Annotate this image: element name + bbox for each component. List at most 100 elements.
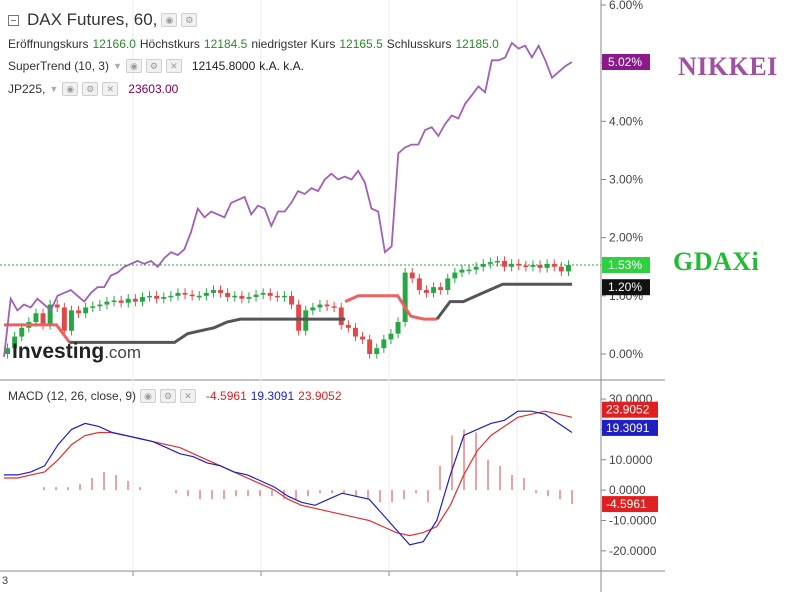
value-badge: [602, 257, 650, 274]
dax-candle-body: [154, 295, 160, 299]
price-axis-label: 4.00%: [609, 114, 643, 128]
dax-candle-body: [416, 278, 422, 291]
ohlc-low-value: 12165.5: [339, 37, 383, 51]
gear-icon[interactable]: ⚙: [145, 59, 162, 73]
dax-candle-body: [267, 292, 273, 296]
ohlc-open-value: 12166.0: [92, 37, 136, 51]
dax-candle-body: [310, 307, 316, 311]
gear-icon[interactable]: ⚙: [181, 13, 198, 27]
dax-candle-body: [388, 333, 394, 340]
symbol-title[interactable]: DAX Futures, 60,: [27, 10, 158, 29]
supertrend-up-segment: [435, 282, 572, 320]
macd-pane[interactable]: [4, 410, 573, 546]
dax-candle-body: [324, 304, 330, 307]
supertrend-down-segment: [4, 323, 71, 344]
gdaxi-annotation: GDAXi: [673, 247, 760, 276]
supertrend-value: 12145.8000: [191, 59, 256, 73]
dax-candle-body: [466, 269, 472, 272]
dax-candle-body: [452, 272, 458, 279]
symbol-legend: DAX Futures, 60, ◉ ⚙: [8, 10, 198, 30]
dax-candle-body: [352, 327, 358, 337]
ohlc-close-value: 12185.0: [455, 37, 499, 51]
value-badge-label: 1.53%: [608, 258, 642, 272]
ohlc-legend: Eröffnungskurs 12166.0 Höchstkurs 12184.…: [8, 37, 499, 51]
dax-candle-body: [97, 304, 103, 307]
macd-title[interactable]: MACD (12, 26, close, 9): [8, 389, 137, 403]
watermark-brand: Investing: [12, 340, 105, 363]
dax-candle-body: [345, 324, 351, 328]
macd-signal-value: 23.9052: [298, 389, 342, 403]
nikkei-annotation: NIKKEI: [678, 52, 778, 81]
gear-icon[interactable]: ⚙: [82, 82, 99, 96]
dax-candle-body: [544, 263, 550, 268]
ohlc-high-value: 12184.5: [203, 37, 248, 51]
dax-candle-body: [54, 304, 60, 308]
dax-candle-body: [409, 272, 415, 279]
dax-candle-body: [218, 290, 224, 293]
supertrend-legend: SuperTrend (10, 3) ▼ ◉ ⚙ ✕ 12145.8000 k.…: [8, 59, 304, 73]
ohlc-open-label: Eröffnungskurs: [8, 37, 89, 51]
price-axis-label: 2.00%: [609, 231, 643, 245]
dax-candle-body: [76, 310, 82, 314]
ohlc-high-label: Höchstkurs: [139, 37, 200, 51]
dax-candle-body: [118, 300, 124, 303]
dax-candle-body: [516, 263, 522, 266]
macd-value-badge-label: 23.9052: [606, 403, 650, 417]
dax-candle-body: [253, 294, 259, 297]
signal-line-path: [4, 410, 573, 537]
dax-candle-body: [274, 295, 280, 298]
dax-candle-body: [246, 296, 252, 299]
dax-candle-body: [260, 292, 266, 295]
close-icon[interactable]: ✕: [180, 389, 197, 403]
nikkei-line[interactable]: [3, 41, 573, 358]
gridlines: [0, 0, 601, 576]
dax-candle-body: [5, 348, 11, 354]
dax-candle-body: [565, 265, 571, 272]
macd-axis-label: 0.0000: [609, 483, 646, 497]
value-badge: [602, 54, 650, 71]
chevron-down-icon[interactable]: ▼: [49, 84, 59, 94]
dax-candle-body: [360, 336, 366, 340]
dax-candle-body: [367, 339, 373, 354]
close-icon[interactable]: ✕: [165, 59, 182, 73]
dax-candle-body: [47, 304, 53, 325]
supertrend-line[interactable]: [4, 282, 572, 344]
dax-candle-body: [225, 292, 231, 297]
dax-candle-body: [487, 262, 493, 264]
eye-icon[interactable]: ◉: [125, 59, 142, 73]
dax-candle-body: [423, 290, 429, 293]
price-axis-label: 0.00%: [609, 347, 643, 361]
dax-candle-body: [147, 295, 153, 298]
jp225-value: 23603.00: [128, 82, 179, 96]
eye-icon[interactable]: ◉: [62, 82, 79, 96]
eye-icon[interactable]: ◉: [161, 13, 178, 27]
dax-candles[interactable]: [5, 256, 571, 359]
eye-icon[interactable]: ◉: [140, 389, 157, 403]
close-icon[interactable]: ✕: [102, 82, 119, 96]
dax-candle-body: [395, 322, 401, 334]
ohlc-low-label: niedrigster Kurs: [251, 37, 336, 51]
chart-type-icon[interactable]: [8, 14, 19, 26]
watermark-suffix: .com: [104, 343, 142, 362]
dax-candle-body: [494, 260, 500, 263]
chevron-down-icon[interactable]: ▼: [112, 61, 122, 71]
dax-candle-body: [239, 295, 245, 299]
dax-candle-body: [196, 295, 202, 298]
dax-candle-body: [61, 307, 67, 331]
dax-candle-body: [338, 307, 344, 325]
macd-line-value: 19.3091: [250, 389, 295, 403]
macd-value-badge: [602, 401, 658, 418]
dax-candle-body: [431, 287, 437, 293]
supertrend-title[interactable]: SuperTrend (10, 3): [8, 59, 109, 73]
dax-candle-body: [161, 296, 167, 299]
jp225-title[interactable]: JP225,: [8, 82, 46, 96]
dax-candle-body: [175, 292, 181, 296]
dax-candle-body: [530, 265, 536, 267]
gear-icon[interactable]: ⚙: [160, 389, 177, 403]
dax-candle-body: [104, 301, 110, 305]
macd-value-badge: [602, 419, 658, 436]
dax-candle-body: [537, 265, 543, 268]
dax-candle-body: [182, 292, 188, 295]
